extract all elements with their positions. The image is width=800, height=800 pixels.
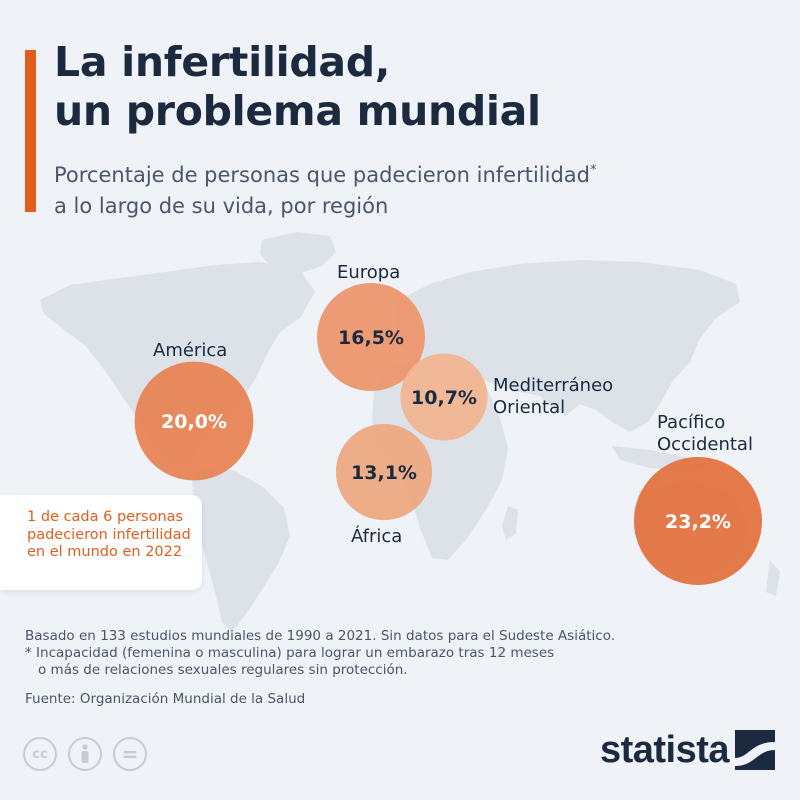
callout-box: 1 de cada 6 personas padecieron infertil… xyxy=(0,495,202,590)
by-person-icon[interactable] xyxy=(68,737,102,771)
title-line-1: La infertilidad, xyxy=(54,38,391,86)
cc-icon[interactable]: cc xyxy=(23,737,57,771)
bubble-value-africa: 13,1% xyxy=(351,462,417,484)
region-label-pacifico: Pacífico Occidental xyxy=(657,412,753,456)
bubble-africa xyxy=(335,423,433,521)
region-label-mediterraneo-line-2: Oriental xyxy=(493,397,566,418)
bubble-pacifico-occidental xyxy=(634,457,762,585)
bubble-europa xyxy=(317,283,425,391)
source-note: Fuente: Organización Mundial de la Salud xyxy=(25,691,306,707)
callout-text: 1 de cada 6 personas padecieron infertil… xyxy=(27,509,191,560)
new-zealand-landmass xyxy=(766,560,780,596)
statista-wordmark: statista xyxy=(599,729,730,771)
page-title: La infertilidad, un problema mundial xyxy=(54,38,541,136)
notes-block: Basado en 133 estudios mundiales de 1990… xyxy=(25,628,785,708)
title-line-2: un problema mundial xyxy=(54,87,541,135)
bubble-america xyxy=(134,361,254,481)
greenland-landmass xyxy=(260,232,336,274)
statista-mark-icon xyxy=(735,730,775,770)
statista-logo[interactable]: statista xyxy=(600,728,775,772)
subtitle-line-2: a lo largo de su vida, por región xyxy=(54,194,389,218)
south-america-landmass xyxy=(192,468,290,632)
note-basis: Basado en 133 estudios mundiales de 1990… xyxy=(25,628,616,644)
license-icons: cc = xyxy=(23,737,147,771)
region-label-mediterraneo: Mediterráneo Oriental xyxy=(493,375,613,419)
region-label-africa: África xyxy=(351,526,403,547)
bubble-value-mediterraneo-oriental: 10,7% xyxy=(411,387,477,409)
person-glyph xyxy=(81,744,89,763)
region-label-pacifico-line-1: Pacífico xyxy=(657,412,726,433)
note-footnote-2: o más de relaciones sexuales regulares s… xyxy=(38,662,408,678)
subtitle: Porcentaje de personas que padecieron in… xyxy=(54,155,596,222)
region-label-europa: Europa xyxy=(337,262,401,283)
madagascar-landmass xyxy=(502,506,518,540)
bubble-value-europa: 16,5% xyxy=(338,327,404,349)
region-label-mediterraneo-line-1: Mediterráneo xyxy=(493,375,614,396)
subtitle-line-1: Porcentaje de personas que padecieron in… xyxy=(54,163,590,187)
bubble-mediterraneo-oriental xyxy=(400,353,488,441)
region-label-america: América xyxy=(153,340,228,361)
region-label-pacifico-line-2: Occidental xyxy=(657,434,753,455)
note-footnote-1: * Incapacidad (femenina o masculina) par… xyxy=(25,645,555,661)
eurasia-landmass xyxy=(396,260,740,432)
subtitle-asterisk: * xyxy=(589,163,597,178)
title-accent-bar xyxy=(25,50,36,212)
bubble-value-america: 20,0% xyxy=(161,411,227,433)
bubble-value-pacifico-occidental: 23,2% xyxy=(665,511,731,533)
nd-equals-icon[interactable]: = xyxy=(113,737,147,771)
